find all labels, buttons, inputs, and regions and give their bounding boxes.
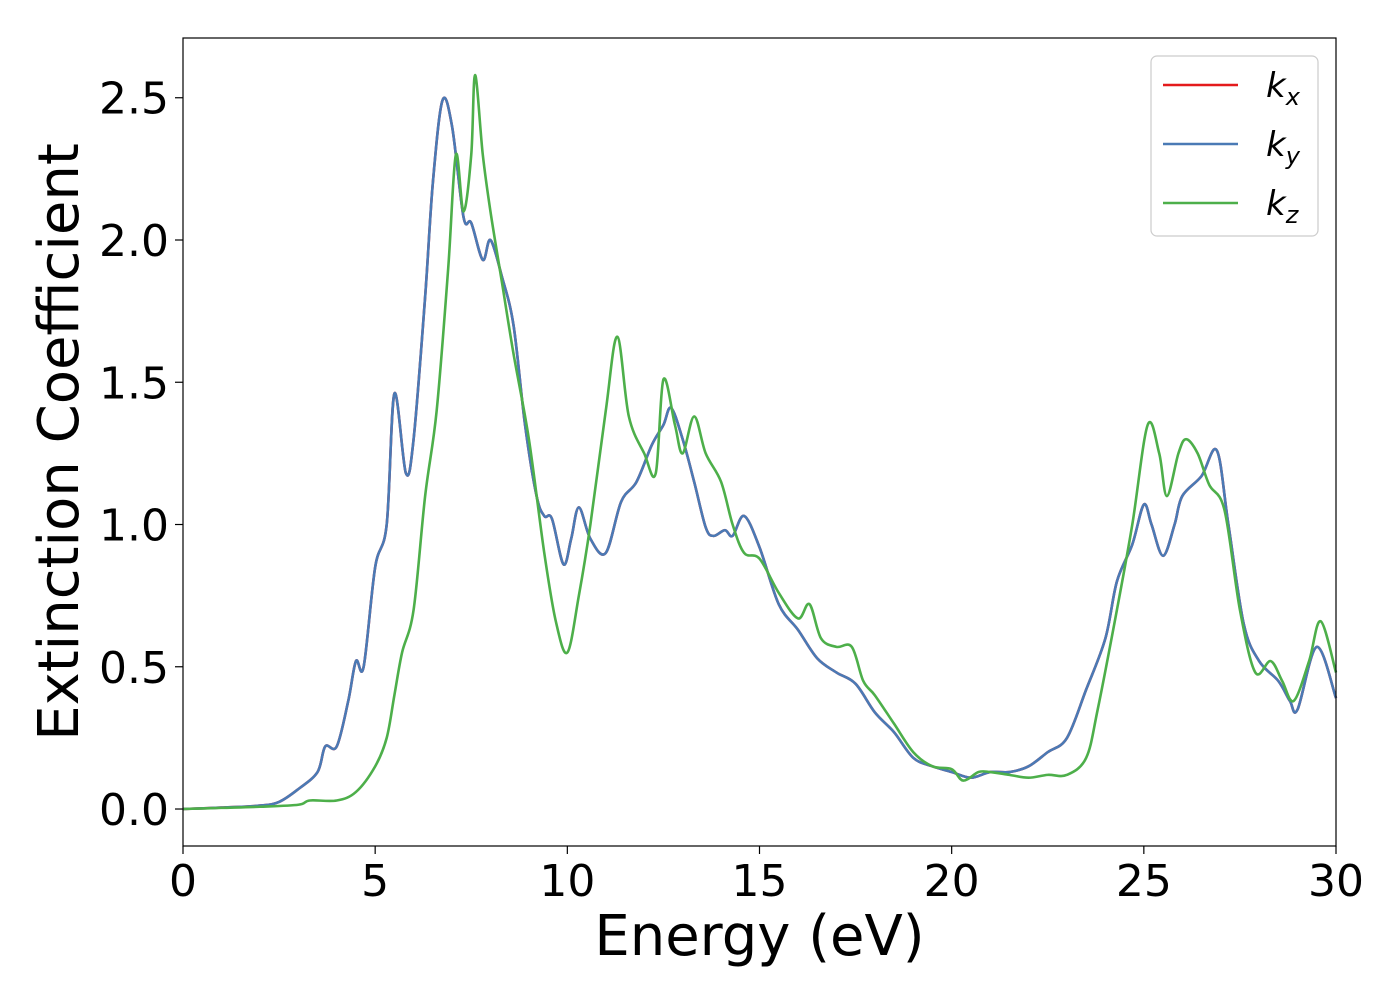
legend-box	[1150, 55, 1319, 237]
x-tick-label: 10	[539, 856, 595, 907]
y-tick-label: 1.5	[99, 358, 169, 409]
x-axis-title: Energy (eV)	[594, 904, 924, 969]
x-tick-label: 5	[361, 856, 389, 907]
x-tick-label: 0	[169, 856, 197, 907]
series-line-y	[182, 96, 1338, 811]
x-tick-label: 30	[1308, 856, 1364, 907]
x-tick-label: 15	[732, 856, 788, 907]
plot-lines	[182, 73, 1338, 811]
series-line-z	[182, 73, 1338, 811]
y-tick-label: 2.5	[99, 74, 169, 125]
x-tick-label: 20	[924, 856, 980, 907]
y-tick-label: 1.0	[99, 501, 169, 552]
y-tick-label: 0.0	[99, 785, 169, 836]
x-axis-ticks: 0 5 10 15 20 25 30	[169, 846, 1364, 907]
y-tick-label: 2.0	[99, 216, 169, 267]
y-tick-label: 0.5	[99, 643, 169, 694]
y-axis-title: Extinction Coefficient	[27, 143, 92, 741]
x-tick-label: 25	[1116, 856, 1172, 907]
y-axis-ticks: 0.0 0.5 1.0 1.5 2.0 2.5	[99, 74, 183, 836]
